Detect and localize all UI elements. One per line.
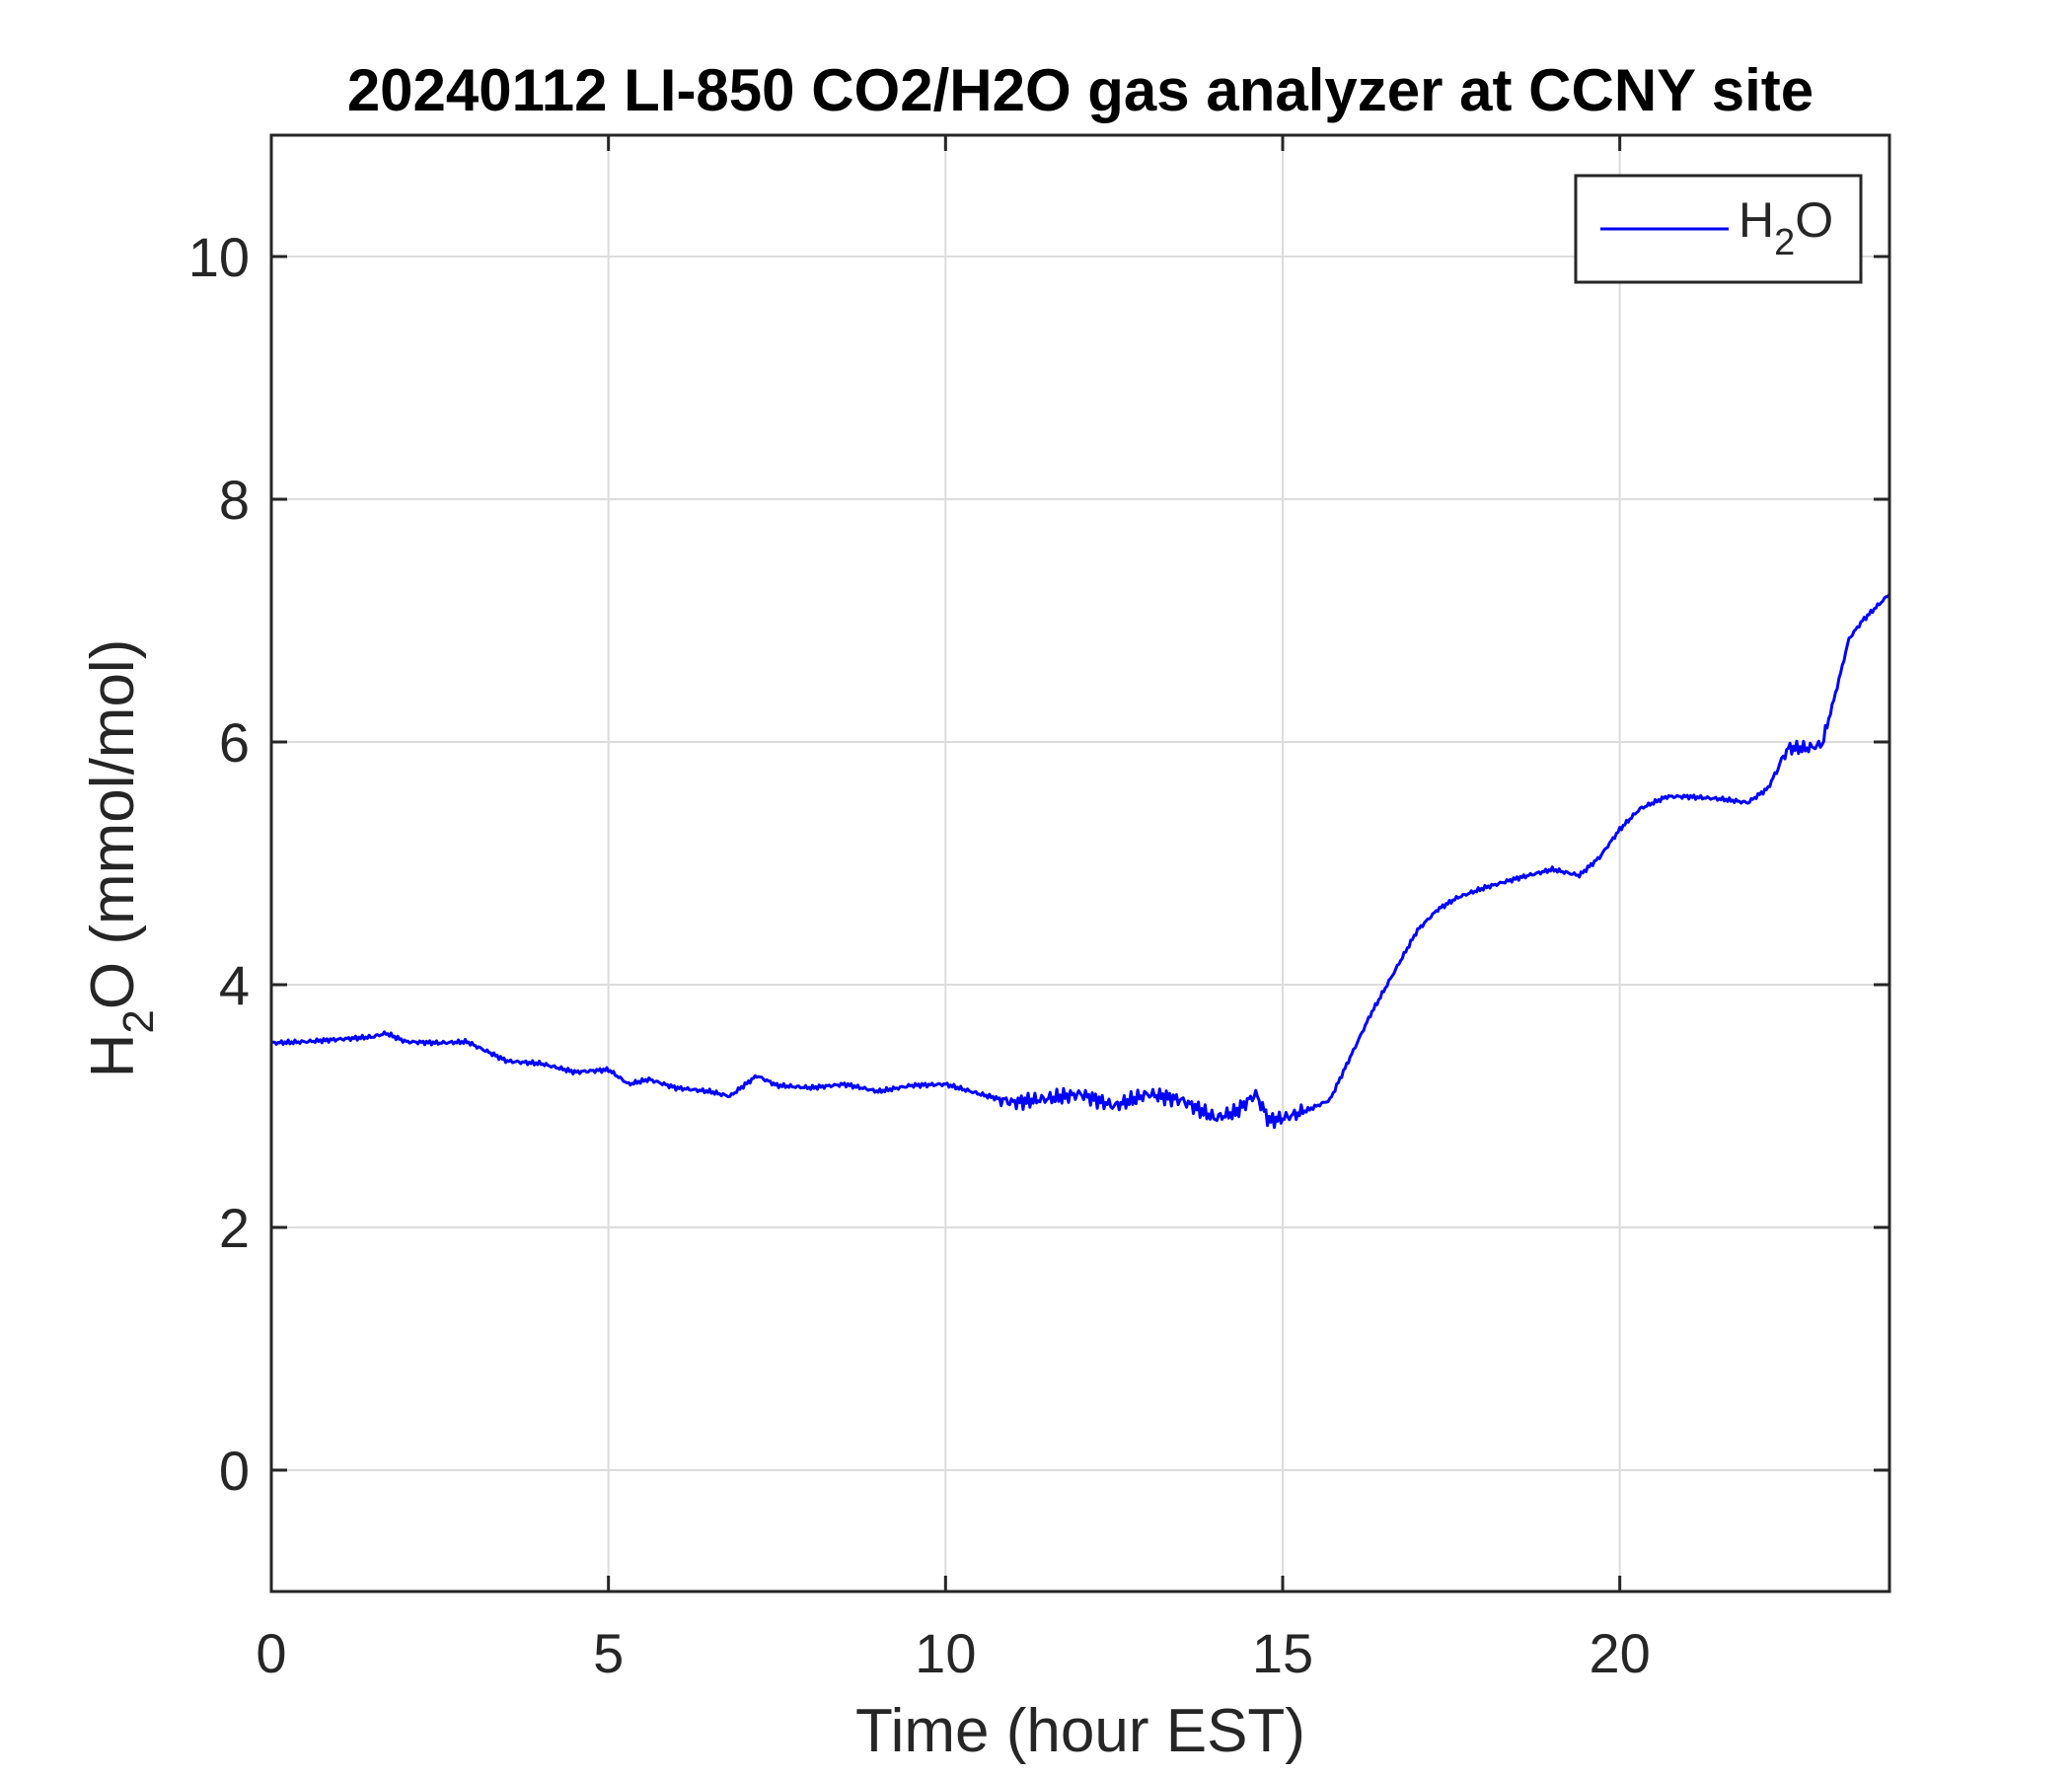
chart-title: 20240112 LI-850 CO2/H2O gas analyzer at … [347,57,1813,123]
x-tick-label: 10 [915,1622,976,1684]
x-tick-label: 5 [593,1622,624,1684]
y-tick-label: 4 [219,954,250,1016]
series-line-h2o [270,593,1891,1130]
y-tick-label: 8 [219,469,250,531]
plot-frame [269,133,1891,1593]
y-tick-label: 6 [219,711,250,774]
y-axis-label-subscript: 2 [114,1009,163,1033]
series-layer [270,593,1891,1130]
legend: H2O [1574,174,1863,284]
grid [270,135,1889,1591]
y-axis-label-main: H [79,1034,147,1078]
y-tick-label: 2 [219,1197,250,1259]
x-tick-label: 0 [256,1622,286,1684]
x-tick-label: 15 [1252,1622,1313,1684]
x-tick-label: 20 [1590,1622,1651,1684]
y-axis-label: H2O (mmol/mol) [79,639,163,1078]
axis-ticks: 0 5 10 15 20 0 2 4 6 8 10 [188,135,1889,1684]
y-tick-label: 10 [188,226,250,288]
x-axis-label: Time (hour EST) [855,1697,1305,1765]
legend-label-h2o: H2O [1739,192,1833,263]
y-axis-label-rest: O (mmol/mol) [79,639,147,1009]
y-tick-label: 0 [219,1440,250,1502]
